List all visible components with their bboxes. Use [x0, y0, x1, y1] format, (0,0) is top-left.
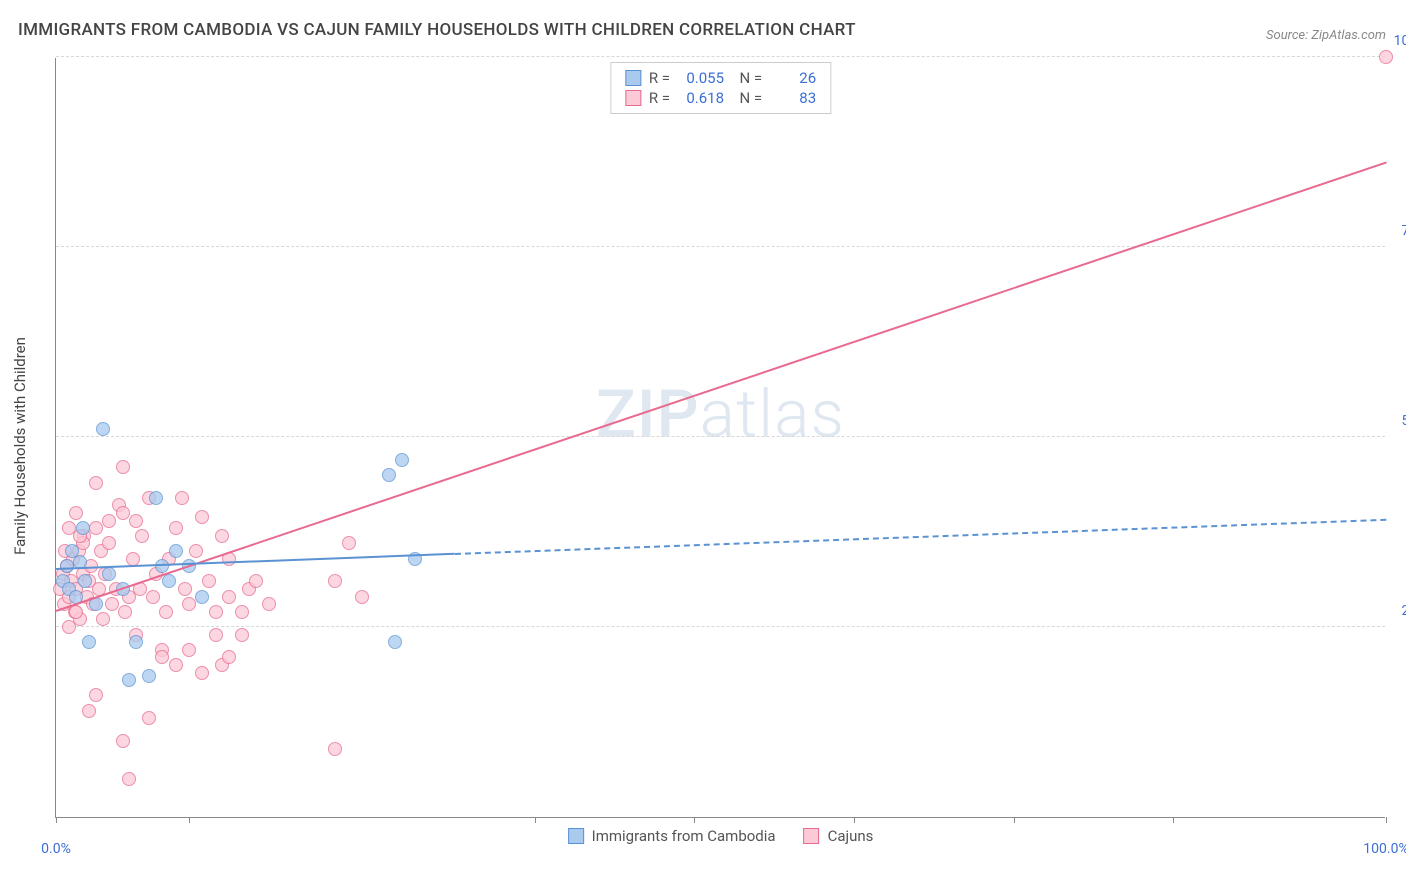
pink-marker [215, 529, 229, 543]
x-tick [854, 817, 855, 823]
pink-marker [169, 521, 183, 535]
gridline [56, 246, 1385, 247]
blue-trendline-dash [455, 519, 1386, 555]
legend-stats: R =0.055 N =26R =0.618 N =83 [610, 62, 831, 114]
blue-marker [149, 491, 163, 505]
pink-marker [129, 514, 143, 528]
pink-marker [249, 574, 263, 588]
pink-marker [328, 574, 342, 588]
pink-marker [169, 658, 183, 672]
x-tick [1173, 817, 1174, 823]
pink-marker [122, 772, 136, 786]
legend-item: Immigrants from Cambodia [568, 827, 776, 845]
pink-marker [89, 476, 103, 490]
x-tick [1014, 817, 1015, 823]
pink-marker [102, 514, 116, 528]
pink-marker [222, 650, 236, 664]
pink-marker [118, 605, 132, 619]
blue-marker [122, 673, 136, 687]
legend-series: Immigrants from Cambodia Cajuns [568, 827, 874, 845]
x-tick-label: 0.0% [41, 841, 71, 857]
pink-marker [1379, 50, 1393, 64]
pink-marker [195, 510, 209, 524]
blue-trendline [56, 553, 455, 570]
blue-swatch-icon [625, 70, 641, 86]
legend-item: Cajuns [804, 827, 874, 845]
gridline [56, 626, 1385, 627]
blue-marker [142, 669, 156, 683]
x-tick [535, 817, 536, 823]
pink-swatch-icon [625, 90, 641, 106]
y-axis-title: Family Households with Children [11, 337, 29, 555]
pink-marker [146, 590, 160, 604]
pink-marker [135, 529, 149, 543]
x-tick [1386, 817, 1387, 823]
x-tick [56, 817, 57, 823]
blue-marker [129, 635, 143, 649]
y-tick-label: 25.0% [1389, 603, 1406, 619]
legend-stat-row: R =0.618 N =83 [625, 88, 816, 108]
y-tick-label: 100.0% [1389, 33, 1406, 49]
chart-plot-area: ZIPatlas R =0.055 N =26R =0.618 N =83 Im… [55, 58, 1385, 818]
pink-marker [235, 605, 249, 619]
x-tick-label: 100.0% [1363, 841, 1406, 857]
pink-marker [116, 734, 130, 748]
gridline [56, 436, 1385, 437]
pink-marker [116, 506, 130, 520]
blue-marker [169, 544, 183, 558]
pink-marker [209, 605, 223, 619]
blue-marker [195, 590, 209, 604]
legend-label: Immigrants from Cambodia [592, 827, 776, 845]
blue-marker [76, 521, 90, 535]
chart-title: IMMIGRANTS FROM CAMBODIA VS CAJUN FAMILY… [18, 20, 856, 40]
pink-marker [96, 612, 110, 626]
blue-marker [102, 567, 116, 581]
y-tick-label: 75.0% [1389, 223, 1406, 239]
x-tick [189, 817, 190, 823]
pink-marker [178, 582, 192, 596]
pink-marker [328, 742, 342, 756]
blue-marker [82, 635, 96, 649]
pink-marker [142, 711, 156, 725]
pink-marker [189, 544, 203, 558]
pink-marker [202, 574, 216, 588]
pink-marker [209, 628, 223, 642]
blue-marker [395, 453, 409, 467]
blue-marker [382, 468, 396, 482]
pink-marker [82, 704, 96, 718]
legend-label: Cajuns [828, 827, 874, 845]
pink-marker [89, 521, 103, 535]
pink-marker [116, 460, 130, 474]
pink-marker [175, 491, 189, 505]
blue-marker [162, 574, 176, 588]
gridline [56, 56, 1385, 57]
pink-marker [182, 643, 196, 657]
y-tick-label: 50.0% [1389, 413, 1406, 429]
pink-marker [222, 590, 236, 604]
pink-marker [342, 536, 356, 550]
pink-marker [235, 628, 249, 642]
pink-marker [355, 590, 369, 604]
pink-marker [102, 536, 116, 550]
legend-stat-row: R =0.055 N =26 [625, 68, 816, 88]
pink-marker [195, 666, 209, 680]
blue-marker [60, 559, 74, 573]
pink-marker [62, 620, 76, 634]
blue-marker [388, 635, 402, 649]
pink-marker [155, 650, 169, 664]
blue-marker [78, 574, 92, 588]
blue-swatch-icon [568, 828, 584, 844]
x-tick [694, 817, 695, 823]
pink-marker [159, 605, 173, 619]
pink-marker [69, 506, 83, 520]
pink-swatch-icon [804, 828, 820, 844]
pink-marker [262, 597, 276, 611]
pink-marker [126, 552, 140, 566]
pink-marker [105, 597, 119, 611]
source-attribution: Source: ZipAtlas.com [1266, 28, 1386, 43]
blue-marker [96, 422, 110, 436]
pink-marker [182, 597, 196, 611]
pink-marker [89, 688, 103, 702]
